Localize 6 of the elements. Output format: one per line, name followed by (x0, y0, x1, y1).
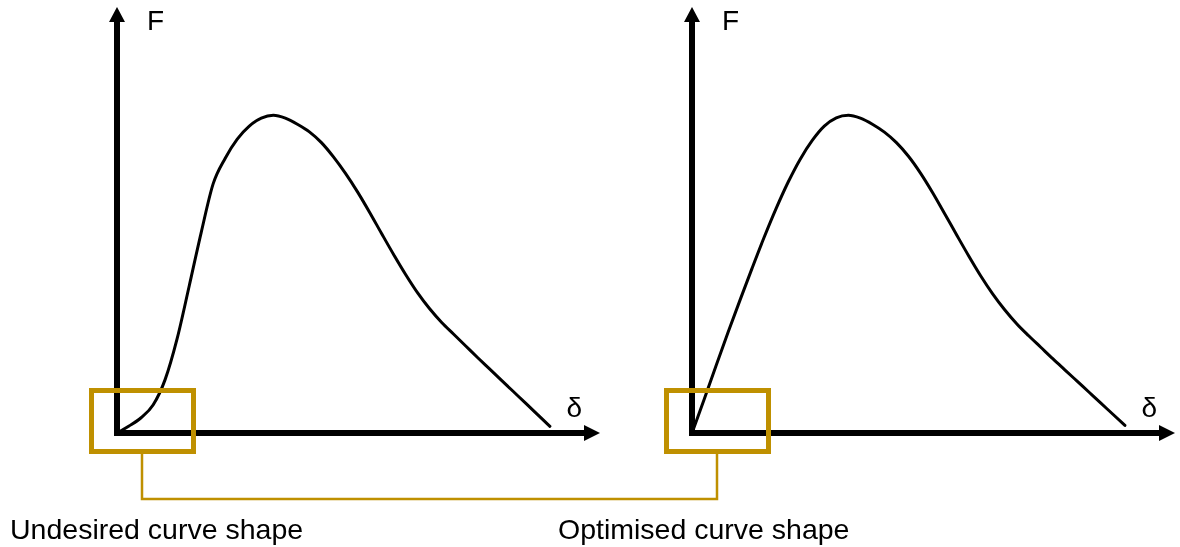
y-axis-title: F (147, 5, 165, 36)
x-axis-title: δ (1141, 392, 1157, 423)
y-axis-title: F (722, 5, 740, 36)
x-axis-title: δ (566, 392, 582, 423)
text: Optimised curve shape (558, 513, 850, 545)
text: Undesired curve shape (10, 513, 304, 545)
